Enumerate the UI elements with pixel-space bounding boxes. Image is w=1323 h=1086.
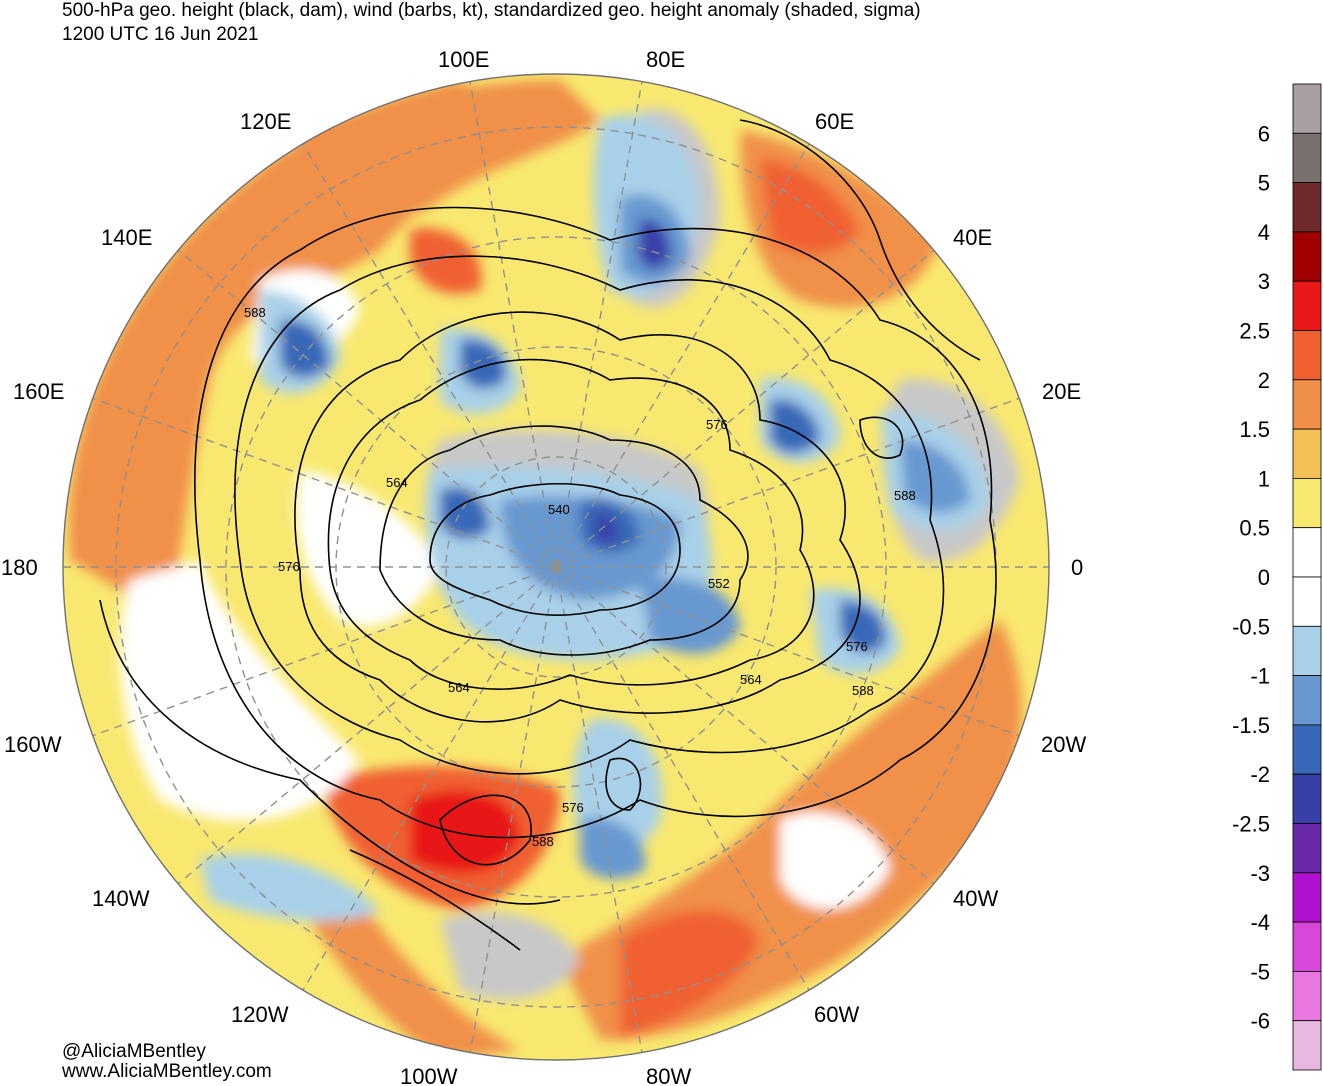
contour-label: 564 (386, 475, 408, 490)
colorbar-swatch (1292, 724, 1322, 775)
contour-label: 564 (448, 680, 470, 695)
colorbar-label: -1 (1250, 664, 1270, 689)
lon-label-100w: 100W (400, 1064, 458, 1086)
colorbar-swatch (1292, 280, 1322, 331)
contour-label: 576 (846, 639, 868, 654)
colorbar-swatch (1292, 971, 1322, 1022)
colorbar-label: 6 (1258, 121, 1270, 146)
longitude-labels: 100E 80E 120E 60E 140E 40E 160E 20E 180 … (1, 47, 1086, 1086)
height-contours (99, 119, 997, 951)
colorbar-label: 4 (1258, 220, 1270, 245)
colorbar-swatch (1292, 823, 1322, 874)
colorbar-label: -1.5 (1232, 713, 1270, 738)
contour-label: 588 (532, 834, 554, 849)
lon-label-40w: 40W (953, 886, 998, 911)
credit-handle: @AliciaMBentley (62, 1041, 206, 1062)
colorbar-label: 0 (1258, 565, 1270, 590)
colorbar-swatch (1292, 773, 1322, 824)
contour-label: 576 (278, 559, 300, 574)
contour-label: 576 (706, 417, 728, 432)
colorbar-swatch (1292, 675, 1322, 726)
colorbar-label: 1 (1258, 466, 1270, 491)
colorbar-label: 2.5 (1239, 319, 1270, 344)
lon-label-60e: 60E (815, 109, 854, 134)
colorbar-label: -2 (1250, 762, 1270, 787)
lon-label-20e: 20E (1042, 379, 1081, 404)
colorbar-swatch (1292, 921, 1322, 972)
colorbar-label: -0.5 (1232, 614, 1270, 639)
colorbar-label: -5 (1250, 959, 1270, 984)
lon-label-20w: 20W (1041, 732, 1086, 757)
contour-label: 564 (740, 672, 762, 687)
colorbar-swatch (1292, 1020, 1322, 1071)
lon-label-180: 180 (1, 555, 38, 580)
lon-label-100e: 100E (438, 47, 489, 72)
colorbar-label: -6 (1250, 1009, 1270, 1034)
lon-label-80w: 80W (646, 1064, 691, 1086)
lon-label-120w: 120W (231, 1002, 289, 1027)
map-boundary (62, 73, 1050, 1061)
map-datetime: 1200 UTC 16 Jun 2021 (62, 24, 259, 45)
anomaly-shading (63, 74, 1049, 1060)
colorbar-label: 0.5 (1239, 516, 1270, 541)
colorbar-label: 5 (1258, 171, 1270, 196)
colorbar-swatch (1292, 231, 1322, 282)
map-title: 500-hPa geo. height (black, dam), wind (… (62, 0, 921, 21)
colorbar-label: 3 (1258, 269, 1270, 294)
colorbar-swatch (1292, 527, 1322, 578)
colorbar-label: 2 (1258, 368, 1270, 393)
colorbar-swatch (1292, 83, 1322, 134)
lon-label-80e: 80E (646, 47, 685, 72)
colorbar: 6 5 4 3 2.5 2 1.5 1 0.5 0 -0.5 -1 -1.5 -2 -2.5 -3 -4 -5 -6 (1232, 83, 1322, 1071)
contour-label: 588 (244, 305, 266, 320)
colorbar-swatch (1292, 132, 1322, 184)
lon-label-140e: 140E (101, 225, 152, 250)
colorbar-swatch (1292, 576, 1322, 627)
lon-label-60w: 60W (814, 1002, 859, 1027)
colorbar-swatch (1292, 428, 1322, 479)
colorbar-swatch (1292, 330, 1322, 381)
contour-label: 576 (562, 800, 584, 815)
lon-label-160e: 160E (13, 379, 64, 404)
contour-labels: 588 576 564 540 576 588 552 576 564 588 … (244, 305, 916, 849)
colorbar-swatch (1292, 477, 1322, 529)
colorbar-swatch (1292, 182, 1322, 233)
colorbar-label: -4 (1250, 910, 1270, 935)
contour-label: 588 (894, 488, 916, 503)
colorbar-label: 1.5 (1239, 417, 1270, 442)
lon-label-0: 0 (1071, 555, 1083, 580)
lon-label-120e: 120E (240, 109, 291, 134)
colorbar-swatch (1292, 872, 1322, 923)
contour-label: 552 (708, 576, 730, 591)
contour-label: 540 (548, 502, 570, 517)
colorbar-swatch (1292, 625, 1322, 676)
credit-website: www.AliciaMBentley.com (62, 1061, 272, 1082)
colorbar-label: -3 (1250, 861, 1270, 886)
contour-label: 588 (852, 683, 874, 698)
lon-label-40e: 40E (953, 225, 992, 250)
lon-label-160w: 160W (4, 732, 62, 757)
colorbar-label: -2.5 (1232, 812, 1270, 837)
colorbar-swatch (1292, 379, 1322, 430)
lon-label-140w: 140W (92, 886, 150, 911)
